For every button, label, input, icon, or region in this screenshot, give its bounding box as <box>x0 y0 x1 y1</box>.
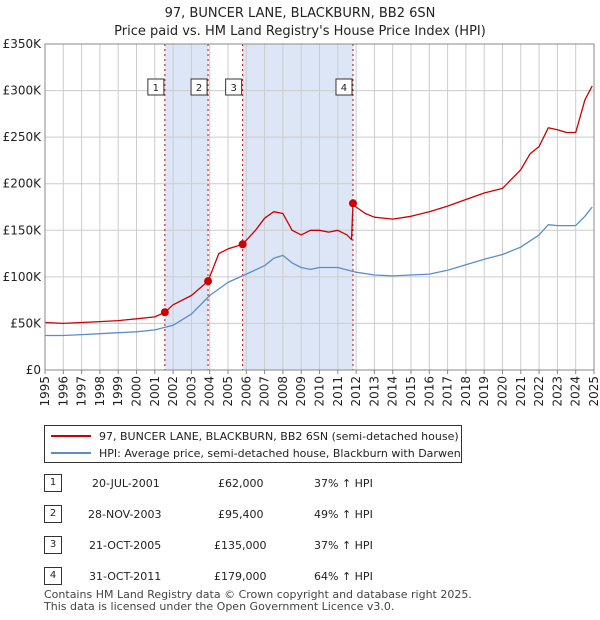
y-tick-label: £0 <box>26 363 41 377</box>
y-tick-label: £50K <box>10 316 42 330</box>
x-tick-label: 2000 <box>130 376 144 407</box>
legend-swatch-property <box>51 435 91 437</box>
x-tick-label: 1996 <box>56 376 70 407</box>
x-tick-label: 2025 <box>587 376 600 407</box>
transaction-row: 2 28-NOV-2003 £95,400 49% ↑ HPI <box>44 505 444 525</box>
x-tick-label: 2019 <box>477 376 491 407</box>
y-tick-label: £250K <box>3 130 43 144</box>
transaction-price: £179,000 <box>214 570 267 583</box>
legend: 97, BUNCER LANE, BLACKBURN, BB2 6SN (sem… <box>44 425 462 463</box>
x-tick-label: 1995 <box>38 376 52 407</box>
x-tick-label: 2022 <box>532 376 546 407</box>
sale-label: 3 <box>230 83 236 94</box>
shaded-range <box>242 44 353 370</box>
legend-label-hpi: HPI: Average price, semi-detached house,… <box>99 446 461 460</box>
price-chart: 1 2 3 4 £0 £50K £100K £150K £200K £250K £300K £350K… <box>3 37 600 407</box>
sale-point <box>204 277 213 286</box>
x-tick-label: 2015 <box>404 376 418 407</box>
x-tick-label: 2003 <box>184 376 198 407</box>
transaction-number: 1 <box>44 474 62 492</box>
footer-copyright: Contains HM Land Registry data © Crown c… <box>44 588 472 601</box>
x-tick-label: 2001 <box>148 376 162 407</box>
transaction-price: £95,400 <box>218 508 264 521</box>
x-tick-label: 2020 <box>496 376 510 407</box>
x-tick-label: 2013 <box>367 376 381 407</box>
transaction-date: 21-OCT-2005 <box>89 539 162 552</box>
x-tick-label: 1998 <box>93 376 107 407</box>
x-tick-label: 2018 <box>459 376 473 407</box>
sale-label-box <box>190 78 208 96</box>
sale-point <box>238 240 247 249</box>
transaction-number: 2 <box>44 505 62 523</box>
transaction-hpi: 64% ↑ HPI <box>314 570 373 583</box>
y-tick-label: £100K <box>3 270 43 284</box>
x-tick-label: 2007 <box>258 376 272 407</box>
chart-subtitle: Price paid vs. HM Land Registry's House … <box>114 24 486 39</box>
transaction-hpi: 37% ↑ HPI <box>314 539 373 552</box>
x-tick-label: 2008 <box>276 376 290 407</box>
x-tick-label: 2010 <box>313 376 327 407</box>
y-tick-label: £350K <box>3 37 43 51</box>
sale-point <box>348 199 357 208</box>
sale-label: 1 <box>153 83 159 94</box>
sale-label: 4 <box>341 83 347 94</box>
sale-label-box <box>147 78 165 96</box>
x-tick-label: 2014 <box>386 376 400 407</box>
series-line-property <box>44 85 593 325</box>
transaction-number: 4 <box>44 567 62 585</box>
x-tick-label: 1997 <box>75 376 89 407</box>
footer-licence: This data is licensed under the Open Gov… <box>44 600 395 613</box>
x-tick-label: 2016 <box>422 376 436 407</box>
legend-swatch-hpi <box>51 452 91 454</box>
x-tick-label: 2005 <box>221 376 235 407</box>
x-tick-label: 2024 <box>569 376 583 407</box>
transaction-price: £135,000 <box>214 539 267 552</box>
sale-label-box <box>335 78 353 96</box>
y-tick-label: £200K <box>3 177 43 191</box>
x-tick-label: 2012 <box>349 376 363 407</box>
transaction-row: 4 31-OCT-2011 £179,000 64% ↑ HPI <box>44 567 444 587</box>
x-tick-label: 1999 <box>111 376 125 407</box>
legend-item-hpi: HPI: Average price, semi-detached house,… <box>51 445 461 461</box>
shaded-range <box>164 44 209 370</box>
transaction-number: 3 <box>44 536 62 554</box>
x-tick-label: 2004 <box>203 376 217 407</box>
legend-label-property: 97, BUNCER LANE, BLACKBURN, BB2 6SN (sem… <box>99 429 459 443</box>
legend-item-property: 97, BUNCER LANE, BLACKBURN, BB2 6SN (sem… <box>51 428 459 444</box>
transaction-row: 1 20-JUL-2001 £62,000 37% ↑ HPI <box>44 474 444 494</box>
transaction-hpi: 49% ↑ HPI <box>314 508 373 521</box>
sale-label-box <box>225 78 243 96</box>
x-tick-label: 2021 <box>514 376 528 407</box>
y-tick-label: £300K <box>3 84 43 98</box>
sale-label: 2 <box>196 83 202 94</box>
transaction-row: 3 21-OCT-2005 £135,000 37% ↑ HPI <box>44 536 444 556</box>
sale-point <box>160 308 169 317</box>
transaction-date: 31-OCT-2011 <box>89 570 162 583</box>
chart-title: 97, BUNCER LANE, BLACKBURN, BB2 6SN <box>164 6 436 21</box>
transaction-hpi: 37% ↑ HPI <box>314 477 373 490</box>
x-tick-label: 2006 <box>239 376 253 407</box>
transaction-date: 28-NOV-2003 <box>88 508 162 521</box>
x-tick-label: 2023 <box>550 376 564 407</box>
y-tick-label: £150K <box>3 223 43 237</box>
series-line-hpi <box>45 206 593 337</box>
footer: Contains HM Land Registry data © Crown c… <box>44 589 472 613</box>
x-tick-label: 2002 <box>166 376 180 407</box>
transaction-date: 20-JUL-2001 <box>92 477 160 490</box>
transaction-price: £62,000 <box>218 477 264 490</box>
x-tick-label: 2009 <box>294 376 308 407</box>
x-tick-label: 2017 <box>441 376 455 407</box>
x-tick-label: 2011 <box>331 376 345 407</box>
